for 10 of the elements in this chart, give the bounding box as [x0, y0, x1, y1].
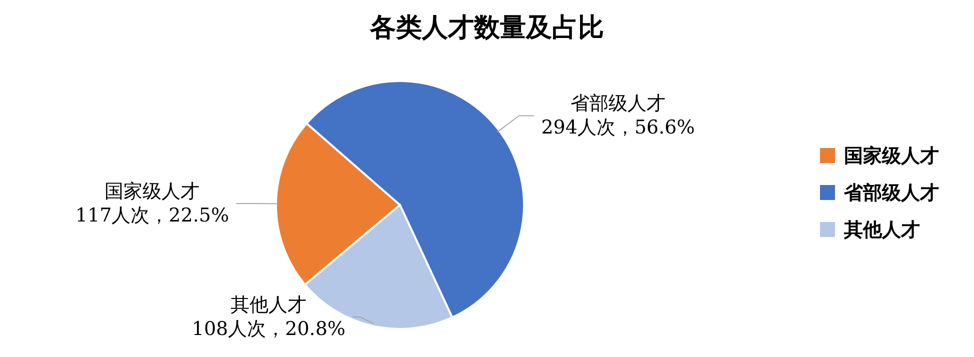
chart-title: 各类人才数量及占比	[369, 13, 604, 43]
legend-label: 国家级人才	[844, 145, 939, 167]
data-label: 108人次，20.8%	[192, 318, 346, 340]
slice-label: 其他人才	[230, 294, 307, 316]
slice-label: 国家级人才	[104, 180, 200, 202]
legend-label: 省部级人才	[843, 182, 939, 204]
legend-label: 其他人才	[843, 219, 920, 241]
data-label: 117人次，22.5%	[75, 204, 230, 226]
data-label: 294人次，56.6%	[541, 116, 695, 139]
slice-label: 省部级人才	[570, 92, 666, 115]
